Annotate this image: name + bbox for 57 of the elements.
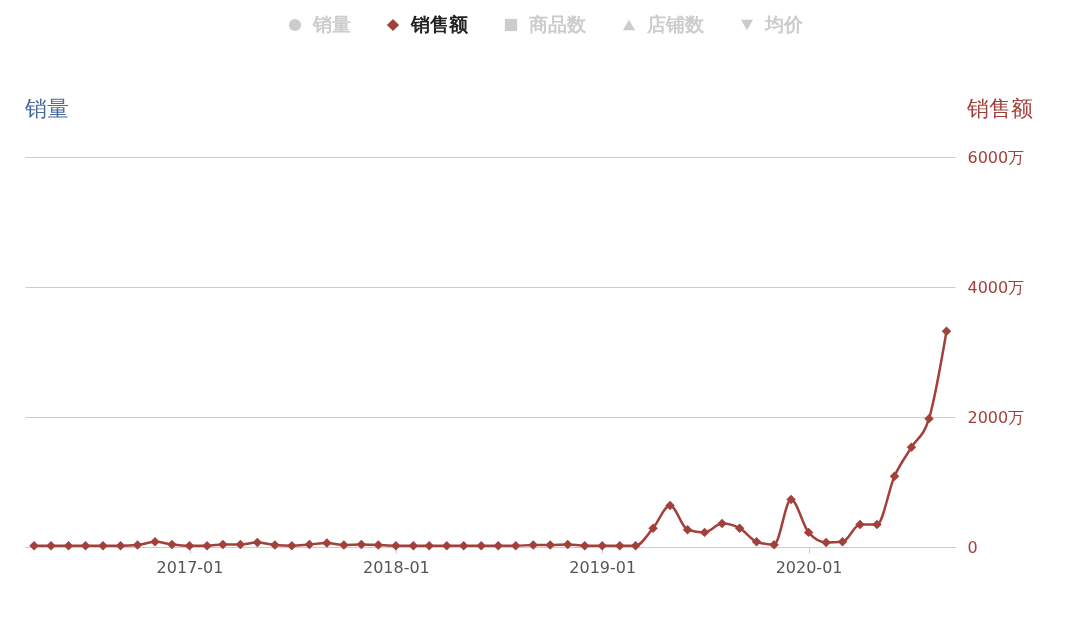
point [579,540,590,551]
point [304,539,315,550]
point [855,519,865,530]
point [562,539,573,550]
point [235,539,246,550]
point [803,527,814,538]
point [46,540,56,551]
y2-tick-label: 0 [967,537,978,557]
point [699,527,710,538]
point [115,540,126,551]
point [889,471,900,481]
x-tick-label: 2018-01 [362,557,430,577]
point [29,540,39,551]
point [442,540,452,551]
point [665,500,675,511]
y2-axis-title: 销售额 [966,96,1033,121]
point [751,537,762,547]
point [906,442,917,452]
x-tick-label: 2020-01 [775,557,843,577]
x-tick-label: 2017-01 [156,557,224,577]
point [493,540,503,551]
point [132,540,143,550]
point [528,540,538,550]
y2-tick-label: 6000万 [967,147,1025,167]
point [356,539,367,550]
point [682,525,693,535]
point [98,540,108,551]
y2-tick-label: 4000万 [967,277,1025,297]
point [202,540,212,551]
point [408,540,419,551]
point [252,537,263,548]
point [769,539,779,550]
point [941,326,952,336]
y-axis-title: 销量 [24,96,69,121]
point [391,540,401,551]
point [597,540,607,551]
point [287,540,297,551]
point [167,539,177,550]
point [924,413,934,424]
point [837,537,848,547]
point [630,540,641,551]
point [424,540,434,551]
point [734,523,745,533]
point [717,518,727,529]
point [218,539,228,550]
point [63,540,74,551]
point [821,537,831,548]
y2-tick-label: 2000万 [967,407,1025,427]
point [80,540,91,551]
point [458,540,469,551]
point [872,519,882,530]
x-tick-label: 2019-01 [569,557,637,577]
point [184,540,195,551]
point [476,540,486,551]
point [786,494,796,505]
point [615,540,625,551]
legend-label: 销售额 [410,13,469,35]
